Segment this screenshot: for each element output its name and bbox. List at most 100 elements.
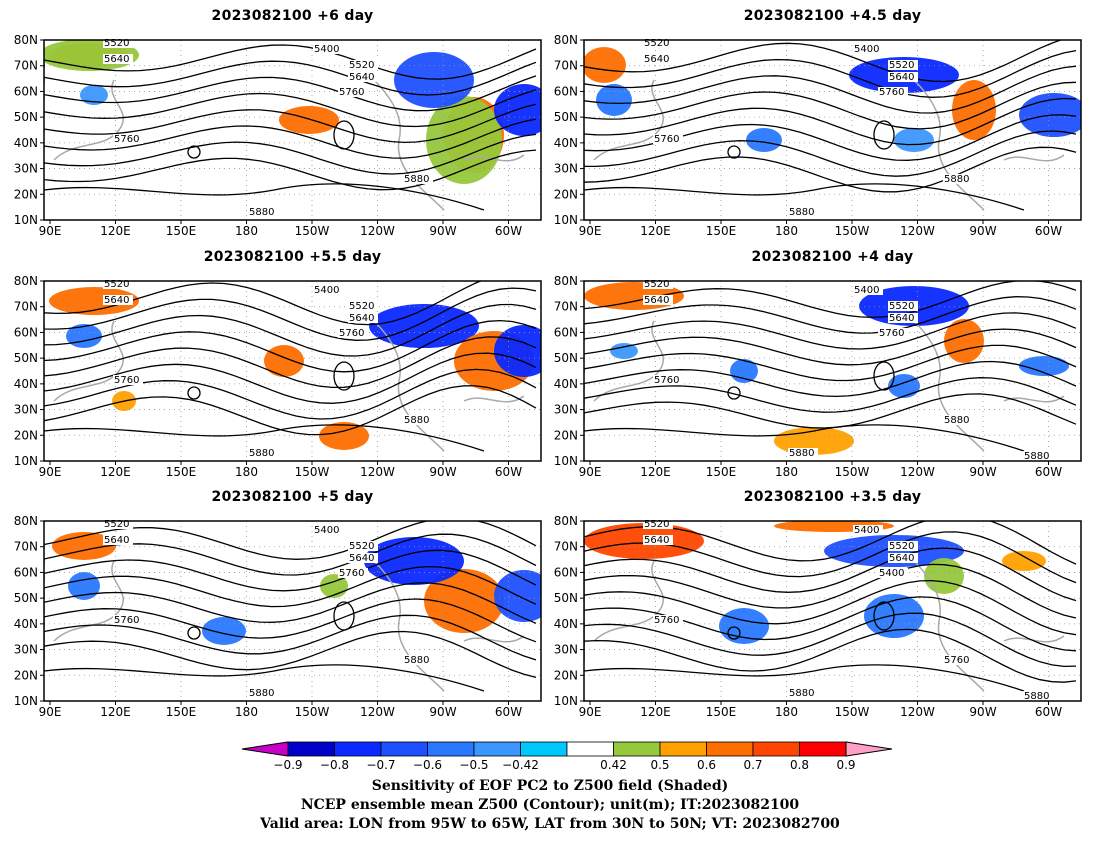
contour-label: 5760 — [339, 568, 364, 579]
lon-tick-label: 150E — [166, 224, 197, 238]
lat-tick-label: 50N — [14, 351, 38, 365]
z500-closed-low — [727, 386, 741, 400]
z500-contour — [44, 385, 537, 436]
sensitivity-shade — [894, 128, 934, 152]
lat-tick-label: 60N — [14, 84, 38, 98]
colorbar-label: 0.42 — [600, 758, 627, 772]
lon-tick-label: 60W — [495, 705, 522, 719]
contour-label: 5760 — [339, 87, 364, 98]
panel-title-1: 2023082100 +6 day — [211, 8, 374, 24]
contour-label: 5520 — [349, 60, 374, 71]
lon-tick-label: 90E — [579, 224, 602, 238]
plot-border — [583, 39, 1082, 221]
sensitivity-shade — [1002, 551, 1046, 571]
z500-contour — [584, 65, 1077, 114]
contour-label: 5760 — [879, 87, 904, 98]
lat-tick-label: 40N — [554, 377, 578, 391]
lat-tick-label: 70N — [14, 540, 38, 554]
lat-tick-label: 70N — [554, 300, 578, 314]
lat-tick-label: 50N — [554, 110, 578, 124]
lon-tick-label: 180 — [235, 705, 258, 719]
coastline — [593, 79, 1065, 211]
z500-closed-low — [873, 601, 895, 631]
z500-contour — [584, 628, 1077, 683]
z500-contour — [584, 312, 1077, 350]
lat-tick-label: 60N — [554, 84, 578, 98]
plot-border — [583, 520, 1082, 702]
lat-tick-label: 50N — [14, 110, 38, 124]
z500-closed-low — [333, 120, 355, 150]
sensitivity-shade — [719, 608, 769, 644]
lon-tick-label: 90W — [429, 224, 456, 238]
lon-tick-label: 60W — [1035, 224, 1062, 238]
contour-label: 5880 — [249, 207, 274, 218]
panel-title-6: 2023082100 +3.5 day — [743, 489, 922, 505]
contour-label: 5880 — [249, 688, 274, 699]
contour-label: 5400 — [314, 44, 339, 55]
z500-closed-low — [187, 626, 201, 640]
contour-label: 5760 — [339, 328, 364, 339]
z500-contour — [584, 563, 1077, 619]
z500-contour — [44, 60, 537, 96]
contour-label: 5880 — [249, 448, 274, 459]
lon-tick-label: 150E — [706, 465, 737, 479]
z500-contour — [584, 393, 1077, 429]
z500-contour — [44, 614, 537, 661]
lon-tick-label: 120E — [640, 465, 671, 479]
colorbar-label: −0.9 — [273, 758, 302, 772]
sensitivity-shade — [364, 537, 464, 585]
sensitivity-shade — [68, 572, 100, 600]
lat-tick-label: 70N — [554, 540, 578, 554]
sensitivity-shade — [49, 287, 139, 315]
contour-label: 5520 — [644, 519, 669, 530]
contour-label: 5520 — [349, 301, 374, 312]
contour-label: 5640 — [349, 553, 374, 564]
lon-tick-label: 120W — [900, 224, 935, 238]
contour-label: 5400 — [854, 525, 879, 536]
z500-contour — [44, 75, 537, 112]
lon-tick-label: 90W — [429, 465, 456, 479]
sensitivity-shade — [369, 304, 479, 348]
colorbar-label: 0.7 — [743, 758, 762, 772]
colorbar-label: −0.5 — [459, 758, 488, 772]
z500-contour-5880 — [44, 424, 485, 452]
lon-tick-label: 150E — [166, 705, 197, 719]
lat-tick-label: 60N — [554, 325, 578, 339]
contour-label: 5520 — [889, 541, 914, 552]
z500-contour — [584, 612, 1077, 668]
z500-closed-low — [873, 361, 895, 391]
lon-tick-label: 150E — [166, 465, 197, 479]
lon-tick-label: 150W — [835, 705, 870, 719]
z500-contour — [584, 40, 1063, 83]
z500-closed-low — [727, 145, 741, 159]
lat-tick-label: 40N — [14, 377, 38, 391]
colorbar: −0.9 −0.8 −0.7 −0.6 −0.5 −0.42 0.42 0.5 0.6 0.7 0.… — [241, 741, 893, 772]
lon-tick-label: 150E — [706, 224, 737, 238]
sensitivity-shade — [924, 558, 964, 594]
lon-tick-label: 150W — [835, 465, 870, 479]
contour-label: 5760 — [654, 134, 679, 145]
panel-title-4: 2023082100 +4 day — [751, 249, 914, 265]
lat-tick-label: 20N — [14, 668, 38, 682]
lon-tick-label: 180 — [235, 224, 258, 238]
colorbar-swatch — [427, 741, 475, 757]
contour-label: 5640 — [349, 72, 374, 83]
contour-label: 5400 — [314, 285, 339, 296]
lon-tick-label: 180 — [775, 224, 798, 238]
contour-label: 5400 — [879, 568, 904, 579]
z500-contour — [584, 596, 1077, 652]
contour-label: 5640 — [889, 72, 914, 83]
contour-label: 5640 — [104, 535, 129, 546]
sensitivity-shade — [394, 52, 474, 108]
contour-label: 5640 — [104, 54, 129, 65]
colorbar-swatch — [473, 741, 521, 757]
contour-label: 5880 — [404, 415, 429, 426]
lat-tick-label: 60N — [14, 325, 38, 339]
colorbar-label: 0.5 — [650, 758, 669, 772]
contour-label: 5880 — [1024, 451, 1049, 462]
